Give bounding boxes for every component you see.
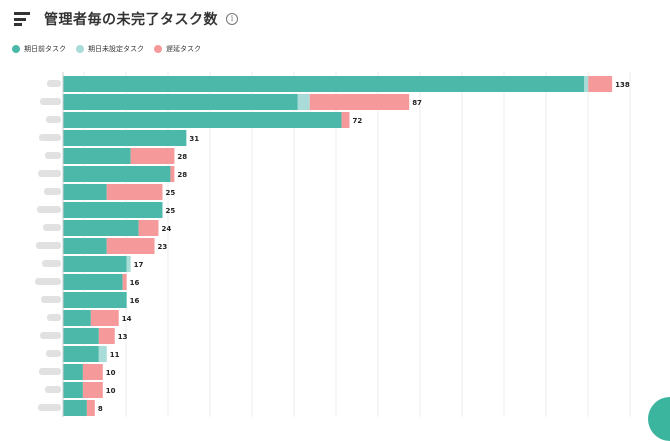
bar-segment <box>98 346 107 362</box>
bar-segment <box>297 94 310 110</box>
bar-total-label: 24 <box>162 225 172 233</box>
menu-icon[interactable] <box>14 12 30 26</box>
info-icon[interactable]: i <box>226 13 238 25</box>
legend-swatch <box>76 45 84 53</box>
bar-segment <box>63 256 127 272</box>
category-label-placeholder <box>45 386 61 393</box>
chart-header: 管理者毎の未完了タスク数 i <box>14 8 238 30</box>
bar-segment <box>170 166 175 182</box>
category-label-placeholder <box>36 242 61 249</box>
legend-swatch <box>12 45 20 53</box>
bar-segment <box>588 76 613 92</box>
legend-label: 期日未設定タスク <box>88 45 144 53</box>
bar-segment <box>63 166 171 182</box>
bar-segment <box>82 364 103 380</box>
bar-total-label: 14 <box>122 315 132 323</box>
legend-swatch <box>154 45 162 53</box>
category-label-placeholder <box>38 404 61 411</box>
bar-segment <box>63 310 91 326</box>
category-label-placeholder <box>46 350 61 357</box>
bar-total-label: 13 <box>118 333 128 341</box>
bar-total-label: 11 <box>110 351 120 359</box>
category-label-placeholder <box>38 170 61 177</box>
bar-segment <box>126 256 131 272</box>
bar-total-label: 10 <box>106 369 116 377</box>
bar-total-label: 72 <box>353 117 363 125</box>
category-label-placeholder <box>42 260 61 267</box>
category-label-placeholder <box>44 188 61 195</box>
bar-total-label: 16 <box>130 279 140 287</box>
bar-segment <box>63 274 123 290</box>
bar-segment <box>341 112 350 128</box>
bar-segment <box>584 76 589 92</box>
bar-segment <box>63 94 298 110</box>
bar-total-label: 31 <box>189 135 199 143</box>
bar-segment <box>63 202 163 218</box>
bar-segment <box>63 220 139 236</box>
category-label-placeholder <box>46 116 61 123</box>
category-label-placeholder <box>47 314 61 321</box>
legend-item-3[interactable]: 遅延タスク <box>154 44 201 54</box>
bar-segment <box>63 400 87 416</box>
category-label-placeholder <box>45 152 61 159</box>
bar-segment <box>63 364 83 380</box>
category-label-placeholder <box>35 278 61 285</box>
bar-segment <box>106 238 155 254</box>
bar-total-label: 25 <box>165 207 175 215</box>
bar-total-label: 23 <box>158 243 168 251</box>
bar-segment <box>63 328 99 344</box>
chart-title: 管理者毎の未完了タスク数 <box>44 12 218 28</box>
bar-total-label: 8 <box>98 405 103 413</box>
bar-segment <box>138 220 159 236</box>
legend-label: 遅延タスク <box>166 45 201 53</box>
category-label-placeholder <box>39 134 61 141</box>
bar-segment <box>86 400 95 416</box>
bar-segment <box>98 328 115 344</box>
bar-segment <box>63 112 342 128</box>
category-label-placeholder <box>39 368 61 375</box>
bar-total-label: 138 <box>615 81 630 89</box>
bar-segment <box>130 148 175 164</box>
bar-total-label: 28 <box>177 171 187 179</box>
bar-segment <box>63 130 187 146</box>
bar-segment <box>63 292 127 308</box>
bar-segment <box>63 346 99 362</box>
stacked-bar-chart: 138 87 72 31 28 28 25 25 24 23 17 16 16 14 13 11 10 10 8 <box>35 72 631 417</box>
bar-segment <box>63 76 585 92</box>
bar-segment <box>63 238 107 254</box>
bar-segment <box>90 310 119 326</box>
bar-total-label: 28 <box>177 153 187 161</box>
category-label-placeholder <box>41 296 61 303</box>
legend-item-2[interactable]: 期日未設定タスク <box>76 44 144 54</box>
bar-total-label: 10 <box>106 387 116 395</box>
bar-segment <box>63 382 83 398</box>
category-label-placeholder <box>37 206 61 213</box>
bar-segment <box>63 148 131 164</box>
bar-segment <box>106 184 163 200</box>
bar-total-label: 17 <box>134 261 144 269</box>
legend-label: 期日前タスク <box>24 45 66 53</box>
legend-item-1[interactable]: 期日前タスク <box>12 44 66 54</box>
bar-total-label: 16 <box>130 297 140 305</box>
bar-segment <box>82 382 103 398</box>
bar-total-label: 25 <box>165 189 175 197</box>
chart-legend: 期日前タスク 期日未設定タスク 遅延タスク <box>12 44 211 54</box>
bar-segment <box>63 184 107 200</box>
bar-segment <box>122 274 127 290</box>
category-label-placeholder <box>40 98 61 105</box>
category-label-placeholder <box>40 332 61 339</box>
bar-total-label: 87 <box>412 99 422 107</box>
bar-segment <box>309 94 410 110</box>
category-label-placeholder <box>43 224 61 231</box>
category-label-placeholder <box>47 80 61 87</box>
